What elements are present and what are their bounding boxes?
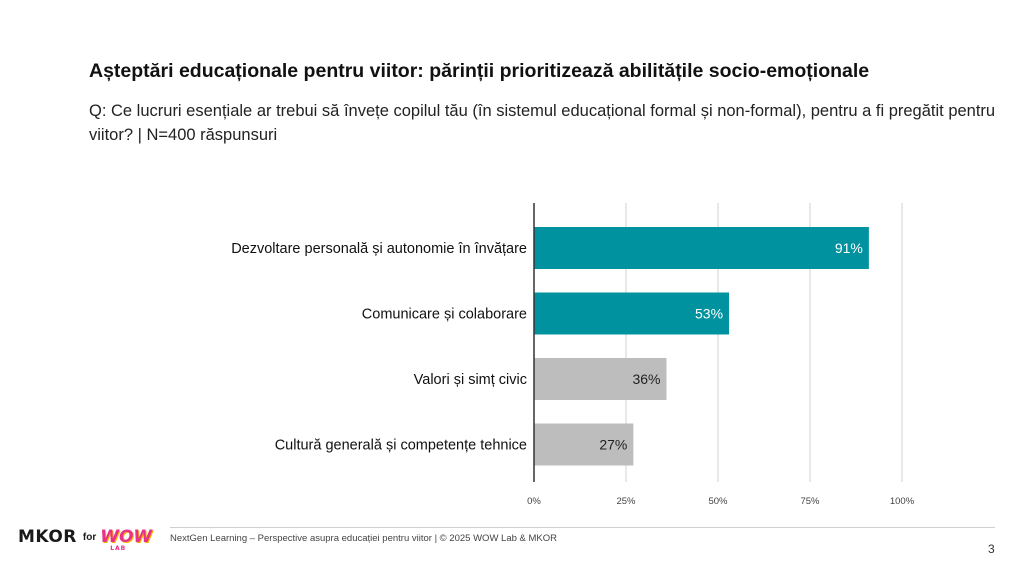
question-subtitle: Q: Ce lucruri esențiale ar trebui să înv… [89, 102, 996, 144]
x-tick-label: 50% [708, 496, 728, 507]
x-tick-label: 0% [527, 496, 541, 507]
wow-lab-logo: WOW LAB [100, 527, 153, 552]
page-title: Așteptări educaționale pentru viitor: pă… [89, 60, 870, 82]
bar [534, 423, 634, 466]
bar [534, 292, 730, 335]
brand-logo: MKOR for WOW LAB [18, 522, 152, 552]
x-tick-label: 100% [890, 496, 915, 507]
logo-for-text: for [82, 531, 97, 543]
data-label: 27% [599, 437, 627, 453]
footer-divider [170, 527, 995, 528]
wow-logo-text: WOW [100, 527, 153, 547]
bar [534, 358, 667, 400]
x-tick-label: 25% [616, 496, 636, 507]
category-label: Comunicare și colaborare [362, 307, 527, 323]
data-label: 53% [695, 306, 723, 322]
page-number: 3 [988, 542, 995, 556]
mkor-logo: MKOR [18, 527, 77, 547]
category-label: Valori și simț civic [414, 372, 527, 388]
data-label: 36% [632, 371, 660, 387]
bar [534, 227, 869, 269]
lab-logo-text: LAB [110, 545, 127, 552]
category-label: Dezvoltare personală și autonomie în înv… [231, 241, 527, 257]
data-label: 91% [835, 240, 863, 256]
category-label: Cultură generală și competențe tehnice [275, 438, 527, 454]
x-tick-label: 75% [800, 496, 820, 507]
footer-text: NextGen Learning – Perspective asupra ed… [170, 533, 558, 544]
